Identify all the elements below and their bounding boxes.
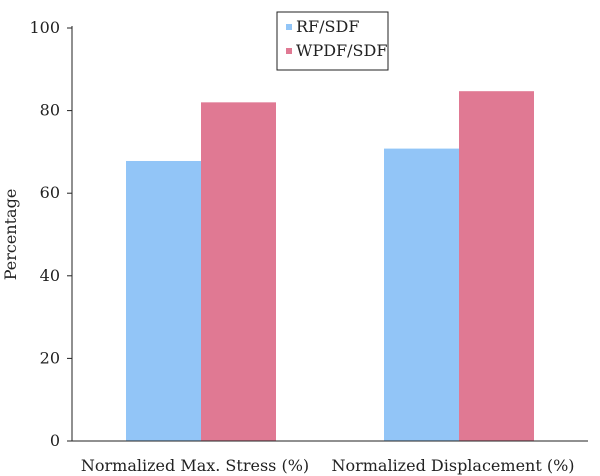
- x-labels-group: Normalized Max. Stress (%) Normalized Dis…: [81, 456, 575, 475]
- legend-swatch: [286, 48, 292, 54]
- legend-swatch: [286, 24, 292, 30]
- y-tick-label: 40: [40, 266, 60, 285]
- legend-label: RF/SDF: [296, 17, 359, 36]
- legend-label: WPDF/SDF: [296, 41, 387, 60]
- y-tick-label: 80: [40, 101, 60, 120]
- y-tick-label: 0: [50, 431, 60, 450]
- legend-box: [276, 11, 389, 71]
- legend: RF/SDF WPDF/SDF: [276, 11, 389, 71]
- bar-wpdf-sdf-1: [201, 102, 276, 441]
- x-category-label: Normalized Displacement (%): [331, 456, 574, 475]
- y-axis-title: Percentage: [1, 189, 20, 281]
- bar-wpdf-sdf-2: [459, 91, 534, 442]
- y-tick-label: 20: [40, 348, 60, 367]
- bar-rf-sdf-1: [126, 160, 201, 441]
- bar-rf-sdf-2: [384, 148, 459, 441]
- y-tick-label: 100: [29, 18, 60, 37]
- y-ticks-group: 0 20 40 60 80 100: [29, 18, 72, 450]
- y-tick-label: 60: [40, 183, 60, 202]
- x-category-label: Normalized Max. Stress (%): [81, 456, 309, 475]
- bars-group: [126, 91, 534, 442]
